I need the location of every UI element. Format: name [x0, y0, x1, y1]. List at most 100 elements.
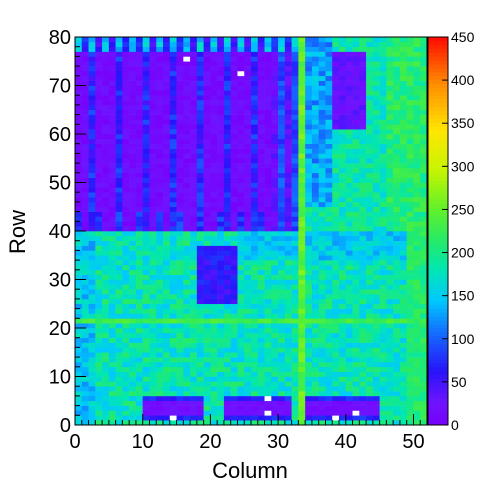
heatmap-cell — [149, 255, 157, 261]
heatmap-cell — [386, 298, 394, 305]
heatmap-cell — [366, 366, 374, 372]
heatmap-cell — [190, 366, 198, 372]
heatmap-cell — [379, 37, 387, 43]
heatmap-cell — [318, 109, 326, 115]
heatmap-cell — [210, 289, 218, 295]
heatmap-cell — [135, 46, 143, 52]
heatmap-cell — [163, 294, 171, 300]
heatmap-cell — [359, 192, 367, 198]
colorbar-step — [428, 149, 448, 154]
heatmap-cell — [115, 328, 123, 334]
heatmap-cell — [190, 158, 198, 164]
heatmap-cell — [237, 66, 245, 72]
heatmap-cell — [379, 192, 387, 198]
heatmap-cell — [372, 192, 380, 198]
x-tick-label: 10 — [132, 431, 154, 453]
heatmap-cell — [196, 124, 204, 130]
heatmap-cell — [129, 114, 137, 120]
heatmap-cell — [291, 100, 299, 106]
heatmap-cell — [156, 318, 164, 324]
heatmap-cell — [176, 352, 184, 358]
heatmap-cell — [393, 75, 401, 81]
heatmap-cell — [210, 376, 218, 382]
heatmap-cell — [386, 357, 394, 363]
heatmap-cell — [251, 100, 259, 106]
heatmap-cell — [393, 167, 401, 174]
heatmap-cell — [291, 289, 299, 295]
heatmap-cell — [129, 235, 137, 241]
heatmap-cell — [359, 420, 367, 426]
heatmap-cell — [81, 138, 89, 144]
heatmap-cell — [305, 109, 313, 115]
heatmap-cell — [305, 197, 313, 203]
heatmap-cell — [372, 158, 380, 164]
heatmap-cell — [75, 410, 83, 416]
heatmap-cell — [264, 41, 272, 47]
heatmap-cell — [251, 361, 259, 368]
heatmap-cell — [332, 347, 340, 353]
heatmap-cell — [251, 197, 259, 203]
heatmap-cell — [257, 318, 265, 324]
heatmap-cell — [291, 124, 299, 130]
heatmap-cell — [251, 211, 259, 217]
heatmap-cell — [311, 187, 319, 193]
heatmap-cell — [291, 119, 299, 125]
heatmap-cell — [163, 163, 171, 169]
heatmap-cell — [406, 163, 414, 169]
heatmap-cell — [115, 104, 123, 111]
heatmap-cell — [264, 90, 272, 96]
heatmap-cell — [223, 37, 231, 43]
heatmap-cell — [386, 376, 394, 382]
heatmap-cell — [75, 405, 83, 411]
heatmap-cell — [183, 357, 191, 363]
heatmap-cell — [196, 95, 204, 101]
heatmap-cell — [372, 134, 380, 140]
heatmap-cell — [257, 235, 265, 241]
heatmap-cell — [251, 395, 259, 402]
heatmap-cell — [183, 192, 191, 198]
heatmap-cell — [115, 318, 123, 324]
heatmap-cell — [244, 192, 252, 198]
heatmap-cell — [129, 415, 137, 421]
heatmap-cell — [352, 187, 360, 193]
heatmap-cell — [366, 352, 374, 358]
colorbar-step — [428, 188, 448, 193]
heatmap-cell — [196, 41, 204, 47]
heatmap-cell — [291, 284, 299, 290]
heatmap-cell — [311, 211, 319, 217]
heatmap-cell — [210, 328, 218, 334]
heatmap-cell — [386, 114, 394, 120]
heatmap-cell — [284, 167, 292, 174]
heatmap-cell — [420, 46, 428, 52]
heatmap-cell — [264, 245, 272, 251]
heatmap-cell — [366, 240, 374, 246]
heatmap-cell — [142, 206, 150, 212]
heatmap-cell — [210, 182, 218, 188]
heatmap-cell — [359, 289, 367, 295]
heatmap-cell — [237, 187, 245, 193]
heatmap-cell — [318, 85, 326, 91]
heatmap-cell — [291, 167, 299, 174]
heatmap-cell — [257, 352, 265, 358]
heatmap-cell — [115, 51, 123, 57]
heatmap-cell — [81, 289, 89, 295]
heatmap-cell — [264, 400, 272, 406]
heatmap-cell — [305, 85, 313, 91]
heatmap-cell — [372, 264, 380, 271]
heatmap-cell — [108, 70, 116, 77]
heatmap-cell — [237, 51, 245, 57]
colorbar-step — [428, 215, 448, 220]
heatmap-cell — [332, 153, 340, 159]
heatmap-cell — [257, 167, 265, 174]
heatmap-cell — [278, 211, 286, 217]
heatmap-cell — [102, 289, 110, 295]
heatmap-cell — [230, 264, 238, 271]
heatmap-cell — [115, 66, 123, 72]
heatmap-cell — [298, 298, 306, 305]
heatmap-cell — [244, 206, 252, 212]
heatmap-cell — [305, 226, 313, 232]
heatmap-cell — [251, 138, 259, 144]
heatmap-cell — [102, 56, 110, 62]
heatmap-cell — [203, 90, 211, 96]
heatmap-cell — [359, 41, 367, 47]
